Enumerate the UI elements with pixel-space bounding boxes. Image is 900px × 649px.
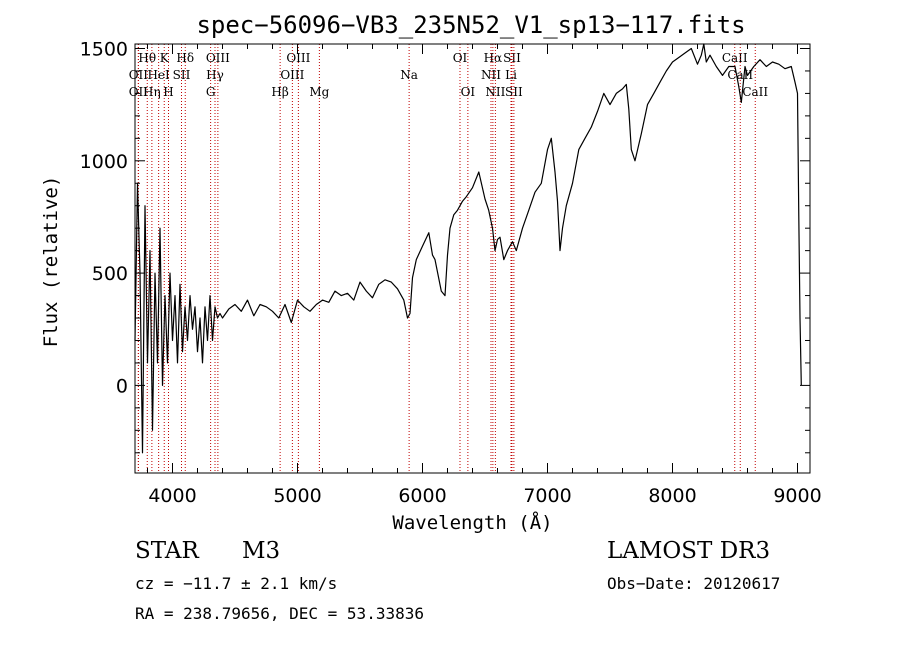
line-marker-label: SII <box>505 85 523 99</box>
line-marker-label: K <box>160 51 170 65</box>
x-axis-label: Wavelength (Å) <box>392 511 552 534</box>
x-tick-label: 9000 <box>773 485 821 507</box>
line-marker-label: CaII <box>727 68 753 82</box>
y-axis-label: Flux (relative) <box>40 176 62 348</box>
x-tick-label: 5000 <box>273 485 321 507</box>
line-marker-label: CaII <box>722 51 748 65</box>
line-marker-label: NII <box>481 68 501 82</box>
line-marker-label: Li <box>505 68 517 82</box>
object-class: STAR <box>135 538 199 564</box>
line-marker-label: G <box>206 85 216 99</box>
line-marker-label: Hγ <box>206 68 224 82</box>
line-marker-label: Hβ <box>271 85 288 99</box>
line-marker-label: SII <box>173 68 191 82</box>
line-marker-label: OI <box>453 51 468 65</box>
y-tick-label: 1500 <box>80 38 128 60</box>
x-tick-label: 8000 <box>648 485 696 507</box>
line-marker-label: Hδ <box>176 51 194 65</box>
y-tick-label: 0 <box>116 375 128 397</box>
spectrum-line <box>134 43 802 454</box>
line-marker-label: NII <box>485 85 505 99</box>
line-marker-label: OIII <box>206 51 230 65</box>
y-tick-label: 1000 <box>80 151 128 173</box>
object-subclass: M3 <box>242 538 281 564</box>
redshift-velocity: cz = −11.7 ± 2.1 km/s <box>135 574 338 593</box>
line-marker-label: SII <box>503 51 521 65</box>
line-marker-label: OII <box>129 85 149 99</box>
x-tick-label: 4000 <box>148 485 196 507</box>
y-tick-label: 500 <box>92 263 128 285</box>
plot-frame <box>134 43 811 474</box>
line-marker-label: Na <box>400 68 418 82</box>
line-marker-label: HeI <box>147 68 170 82</box>
line-marker-label: OIII <box>280 68 304 82</box>
spectrum-series <box>134 43 802 454</box>
line-marker-label: OI <box>461 85 476 99</box>
chart-title: spec−56096−VB3_235N52_V1_sp13−117.fits <box>196 11 745 39</box>
x-tick-label: 6000 <box>398 485 446 507</box>
axis-ticks: 4000 5000 6000 7000 8000 9000 0 500 1000 1500 <box>80 38 822 507</box>
line-marker-label: Hα <box>484 51 503 65</box>
line-marker-label: Hθ <box>138 51 156 65</box>
observation-date: Obs−Date: 20120617 <box>607 574 781 593</box>
line-marker-label: OIII <box>286 51 310 65</box>
x-tick-label: 7000 <box>523 485 571 507</box>
line-marker-label: H <box>163 85 173 99</box>
coordinates: RA = 238.79656, DEC = 53.33836 <box>135 604 424 623</box>
line-marker-label: Mg <box>309 85 329 99</box>
survey-name: LAMOST DR3 <box>607 538 771 564</box>
line-marker-label: Hη <box>143 85 161 99</box>
line-marker-label: CaII <box>742 85 768 99</box>
